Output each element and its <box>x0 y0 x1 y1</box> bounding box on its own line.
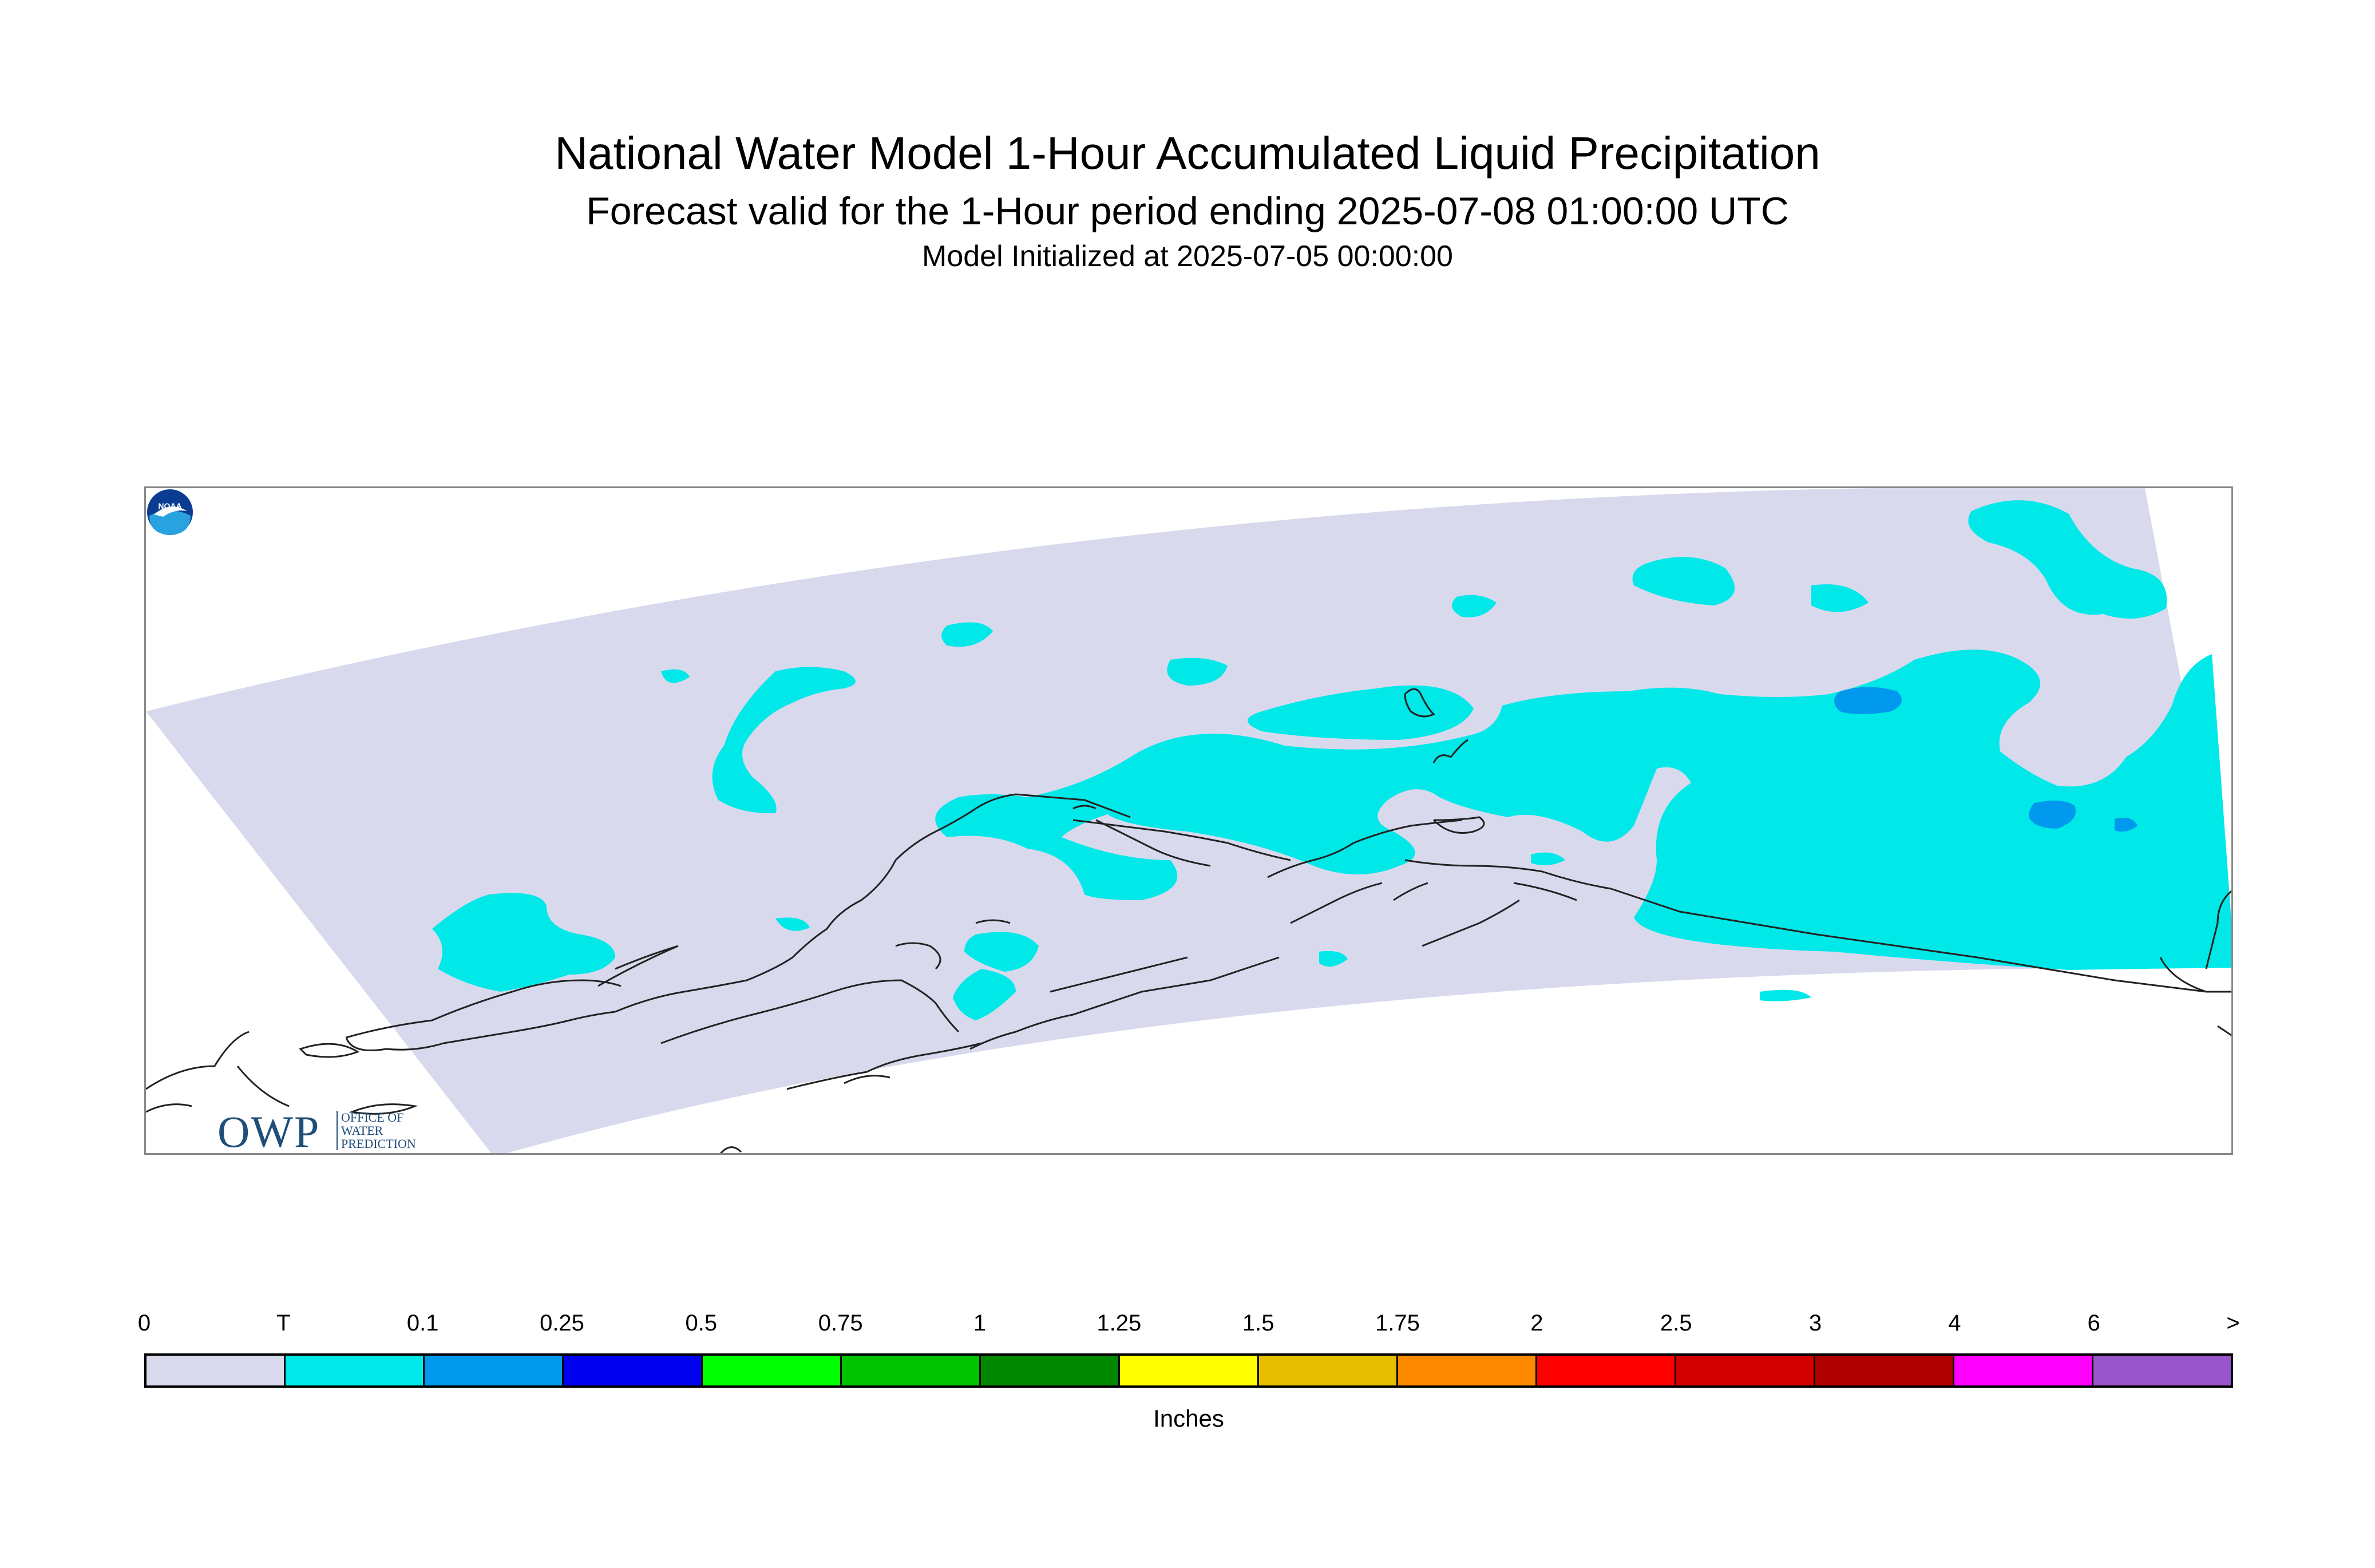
legend-swatch <box>1398 1356 1537 1385</box>
legend-swatch <box>1815 1356 1954 1385</box>
legend-swatch <box>981 1356 1120 1385</box>
legend-tick-label: 3 <box>1808 1310 1822 1336</box>
init-time: Model Initialized at 2025-07-05 00:00:00 <box>922 240 1453 273</box>
legend-tick-label: > <box>2226 1310 2240 1336</box>
legend-swatch <box>147 1356 286 1385</box>
precipitation-map: OWP OFFICE OF WATER PREDICTION NOAA <box>144 486 2233 1155</box>
legend-tick-label: 4 <box>1948 1310 1961 1336</box>
legend-swatch <box>1954 1356 2093 1385</box>
map-canvas <box>146 488 2231 1153</box>
legend-tick-label: 1 <box>973 1310 987 1336</box>
legend-tick-label: 1.5 <box>1242 1310 1274 1336</box>
legend-tick-label: 0.75 <box>818 1310 863 1336</box>
legend-tick-label: 1.75 <box>1375 1310 1420 1336</box>
noaa-logo: NOAA <box>147 489 193 535</box>
legend-swatch <box>1676 1356 1815 1385</box>
map-subtitle: Forecast valid for the 1-Hour period end… <box>586 189 1789 233</box>
legend-tick-label: 0.1 <box>406 1310 439 1336</box>
legend-swatch <box>1537 1356 1676 1385</box>
light-precip-areas <box>1834 687 2138 832</box>
legend-swatch <box>1259 1356 1398 1385</box>
legend-tick-label: 0.5 <box>685 1310 718 1336</box>
legend-swatch <box>425 1356 564 1385</box>
trace-precip-areas <box>432 500 2231 1020</box>
owp-logo-subtext: OFFICE OF WATER PREDICTION <box>337 1111 416 1150</box>
legend-tick-label: T <box>276 1310 291 1336</box>
legend-swatch <box>842 1356 981 1385</box>
legend-swatch <box>2093 1356 2231 1385</box>
owp-logo-text: OWP <box>217 1107 320 1155</box>
legend-swatch <box>286 1356 425 1385</box>
legend-swatch <box>703 1356 842 1385</box>
legend-swatch <box>564 1356 703 1385</box>
legend-color-bar <box>144 1353 2233 1388</box>
legend-tick-label: 1.25 <box>1097 1310 1142 1336</box>
legend-tick-label: 6 <box>2087 1310 2100 1336</box>
legend-units: Inches <box>1153 1405 1224 1432</box>
legend-swatch <box>1120 1356 1259 1385</box>
legend-tick-label: 0.25 <box>540 1310 584 1336</box>
noaa-logo-text: NOAA <box>158 501 181 510</box>
map-title: National Water Model 1-Hour Accumulated … <box>555 128 1820 179</box>
legend-tick-label: 2 <box>1530 1310 1543 1336</box>
legend-tick-label: 0 <box>137 1310 151 1336</box>
coastlines <box>146 688 2231 1153</box>
legend-tick-label: 2.5 <box>1660 1310 1692 1336</box>
